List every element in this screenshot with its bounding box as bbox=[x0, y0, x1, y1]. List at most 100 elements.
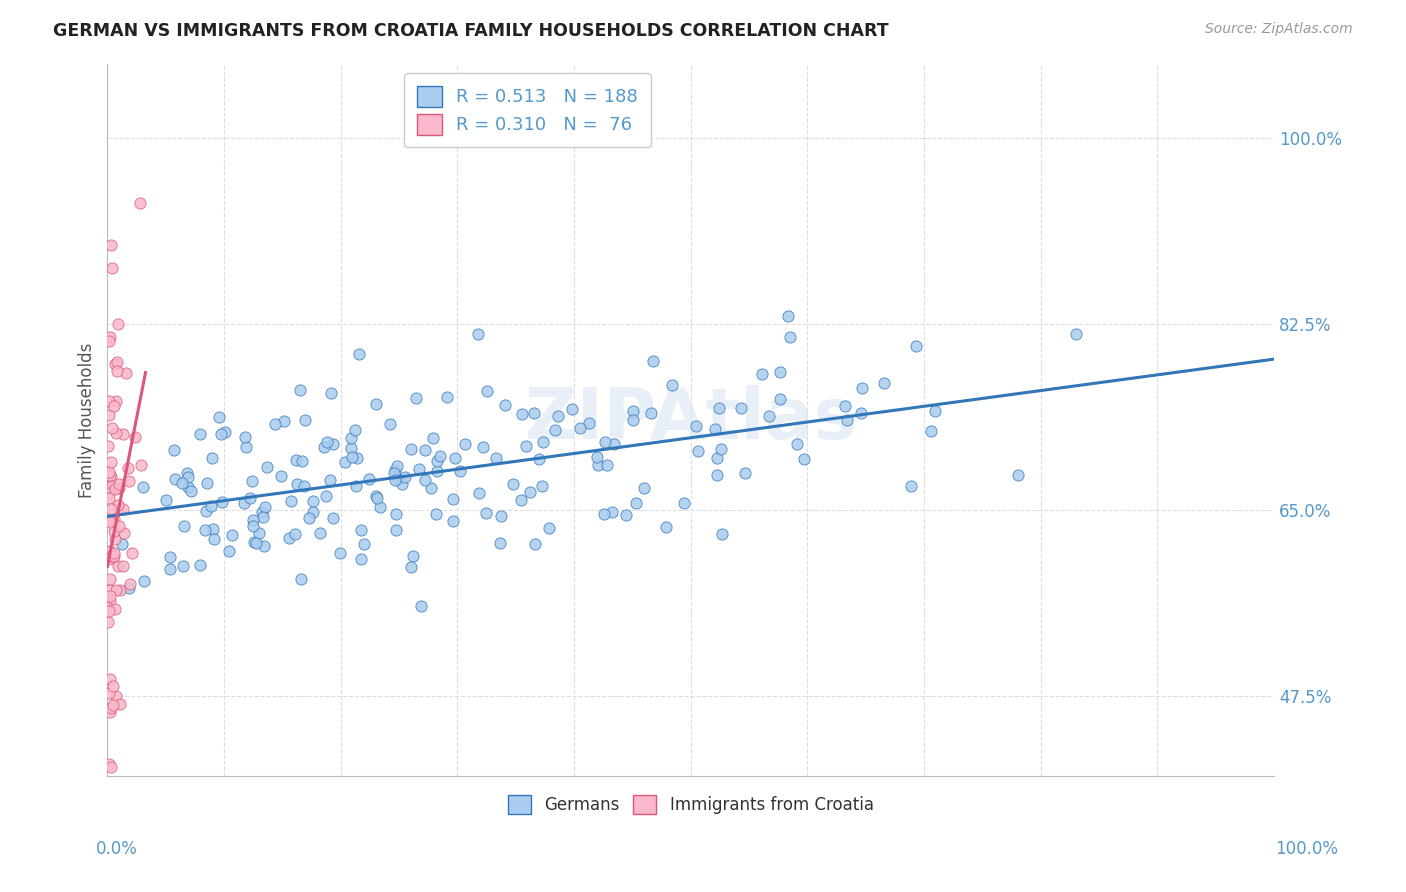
Point bbox=[159, 562, 181, 576]
Point bbox=[297, 511, 319, 525]
Point bbox=[924, 404, 946, 418]
Point bbox=[593, 507, 616, 521]
Point bbox=[105, 425, 128, 440]
Point bbox=[640, 406, 662, 420]
Point bbox=[301, 505, 323, 519]
Point bbox=[98, 516, 121, 530]
Point bbox=[98, 544, 121, 558]
Point bbox=[422, 431, 444, 445]
Point bbox=[544, 424, 567, 438]
Point bbox=[118, 582, 141, 596]
Point bbox=[104, 532, 127, 546]
Point bbox=[523, 536, 546, 550]
Point bbox=[190, 558, 212, 572]
Point bbox=[284, 526, 307, 541]
Legend: Germans, Immigrants from Croatia: Germans, Immigrants from Croatia bbox=[501, 789, 880, 821]
Text: ZIPAtlas: ZIPAtlas bbox=[524, 385, 858, 454]
Point bbox=[290, 383, 312, 397]
Point bbox=[561, 401, 583, 416]
Point bbox=[523, 406, 546, 420]
Text: Source: ZipAtlas.com: Source: ZipAtlas.com bbox=[1205, 22, 1353, 37]
Point bbox=[108, 477, 131, 491]
Point bbox=[793, 452, 815, 467]
Point bbox=[285, 453, 308, 467]
Point bbox=[163, 442, 186, 457]
Point bbox=[688, 444, 710, 458]
Point bbox=[98, 705, 121, 719]
Point bbox=[834, 399, 856, 413]
Point bbox=[209, 426, 232, 441]
Point bbox=[254, 500, 277, 515]
Point bbox=[454, 437, 477, 451]
Point bbox=[624, 496, 647, 510]
Point bbox=[319, 386, 342, 401]
Point bbox=[706, 467, 728, 482]
Point bbox=[494, 398, 516, 412]
Point bbox=[711, 527, 734, 541]
Point bbox=[173, 519, 195, 533]
Point bbox=[176, 466, 198, 480]
Point bbox=[578, 416, 600, 430]
Point bbox=[104, 601, 127, 615]
Point bbox=[98, 394, 121, 409]
Point bbox=[364, 489, 387, 503]
Text: 100.0%: 100.0% bbox=[1275, 840, 1339, 858]
Point bbox=[472, 440, 495, 454]
Point bbox=[208, 410, 231, 425]
Point bbox=[340, 431, 363, 445]
Point bbox=[710, 442, 733, 457]
Point bbox=[264, 417, 287, 431]
Point bbox=[131, 480, 153, 494]
Point bbox=[515, 439, 537, 453]
Point bbox=[240, 475, 263, 489]
Point bbox=[758, 409, 780, 423]
Point bbox=[105, 355, 128, 369]
Point bbox=[98, 572, 121, 586]
Point bbox=[100, 455, 122, 469]
Point bbox=[233, 430, 256, 444]
Point bbox=[350, 552, 373, 566]
Point bbox=[211, 495, 233, 509]
Point bbox=[510, 407, 533, 421]
Point bbox=[586, 450, 609, 465]
Point bbox=[285, 477, 308, 491]
Point bbox=[273, 414, 295, 428]
Point bbox=[399, 559, 422, 574]
Point bbox=[399, 442, 422, 457]
Point bbox=[391, 477, 413, 491]
Point bbox=[235, 440, 257, 454]
Point bbox=[357, 472, 380, 486]
Point bbox=[105, 582, 128, 597]
Point bbox=[111, 537, 134, 551]
Point bbox=[672, 496, 695, 510]
Text: 0.0%: 0.0% bbox=[96, 840, 138, 858]
Point bbox=[468, 486, 491, 500]
Point bbox=[245, 536, 267, 550]
Point bbox=[97, 408, 120, 422]
Point bbox=[920, 424, 942, 438]
Point bbox=[239, 491, 262, 505]
Point bbox=[103, 512, 125, 526]
Point bbox=[776, 310, 799, 324]
Point bbox=[1064, 327, 1087, 342]
Point bbox=[426, 464, 449, 478]
Point bbox=[835, 412, 858, 426]
Point bbox=[104, 689, 127, 703]
Point bbox=[98, 837, 121, 851]
Point bbox=[103, 549, 125, 564]
Point bbox=[101, 698, 124, 712]
Point bbox=[100, 513, 122, 527]
Point bbox=[97, 686, 120, 700]
Point bbox=[221, 528, 243, 542]
Point bbox=[110, 582, 132, 597]
Point bbox=[319, 473, 342, 487]
Point bbox=[280, 494, 302, 508]
Point bbox=[253, 539, 276, 553]
Point bbox=[118, 577, 141, 591]
Point bbox=[347, 347, 370, 361]
Point bbox=[201, 451, 224, 466]
Point bbox=[350, 523, 373, 537]
Point bbox=[177, 480, 200, 494]
Point bbox=[101, 549, 124, 564]
Point bbox=[121, 546, 143, 560]
